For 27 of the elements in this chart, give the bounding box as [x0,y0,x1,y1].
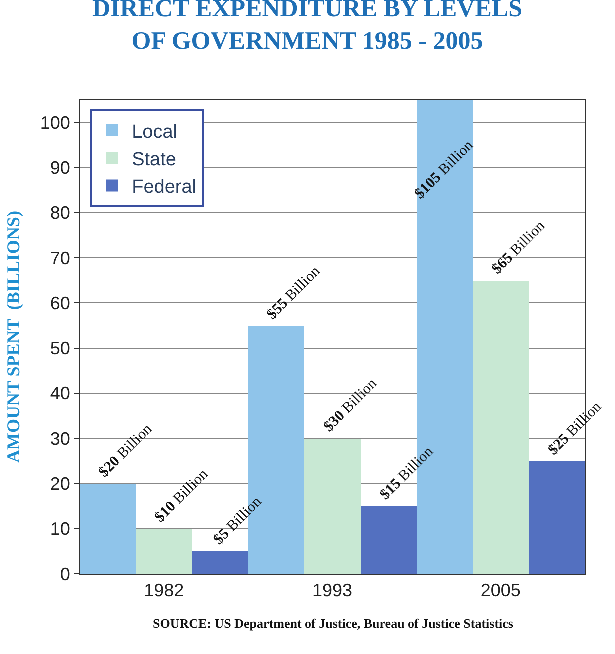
y-tick-label: 0 [60,564,70,584]
bar [192,551,248,574]
y-tick-label: 60 [50,293,70,314]
bar [80,484,136,574]
y-tick-label: 30 [50,428,70,449]
bar [136,529,192,574]
y-tick-label: 70 [50,248,70,268]
bar [473,281,529,574]
y-tick-label: 20 [50,474,70,494]
legend-label: Federal [132,177,197,198]
x-tick-label: 2005 [480,580,521,601]
x-tick-label: 1982 [144,580,184,601]
y-tick-label: 50 [50,338,70,359]
y-axis-title: AMOUNT SPENT (BILLIONS) [4,211,24,463]
x-tick-label: 1993 [312,580,353,601]
y-tick-label: 90 [50,158,70,178]
bar [304,439,361,574]
y-tick-label: 40 [50,384,70,404]
bar [529,461,585,574]
y-tick-label: 10 [50,519,70,540]
legend-label: Local [132,122,178,143]
source-note: SOURCE: US Department of Justice, Bureau of Justice Statistics [153,616,514,631]
y-tick-label: 80 [50,203,70,224]
chart-title: DIRECT EXPENDITURE BY LEVELS OF GOVERNMENT 1985 - 2005 [92,0,522,55]
bar [361,506,417,574]
y-tick-label: 100 [40,112,70,133]
legend-label: State [132,149,176,170]
